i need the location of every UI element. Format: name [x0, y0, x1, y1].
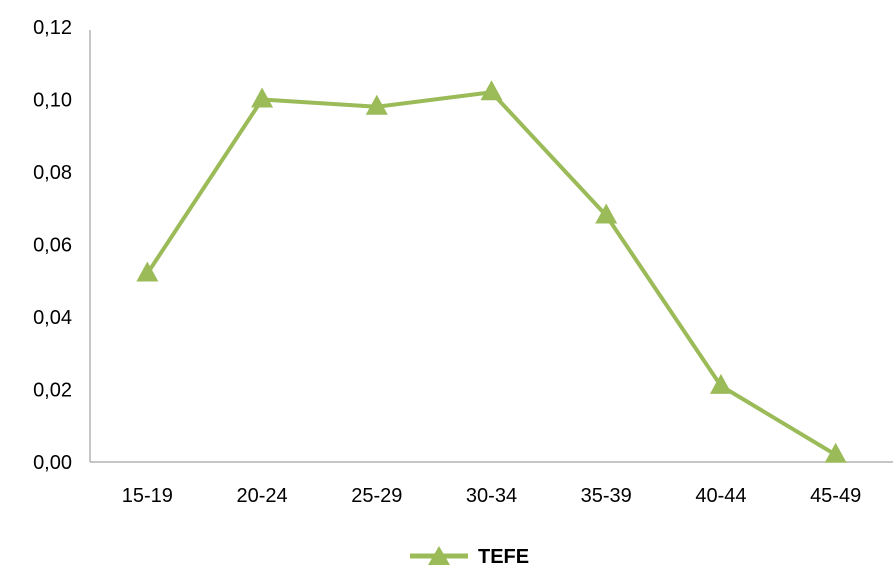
data-point-triangle: [709, 373, 732, 394]
y-tick-label: 0,08: [33, 162, 72, 184]
x-tick-label: 40-44: [695, 485, 746, 507]
y-axis-ticks: 0,00 0,02 0,04 0,06 0,08 0,10 0,12: [33, 17, 72, 474]
x-tick-label: 45-49: [810, 485, 861, 507]
legend: TEFE: [410, 546, 529, 567]
y-tick-label: 0,12: [33, 17, 72, 39]
x-tick-label: 25-29: [351, 485, 402, 507]
x-axis-ticks: 15-19 20-24 25-29 30-34 35-39 40-44 45-49: [122, 485, 861, 507]
legend-triangle-marker: [428, 546, 450, 565]
x-tick-label: 20-24: [236, 485, 287, 507]
y-tick-label: 0,00: [33, 452, 72, 474]
series-layer: [136, 80, 847, 463]
series-line-tefe: [145, 90, 837, 457]
data-point-triangle: [251, 87, 274, 108]
data-point-triangle: [480, 80, 503, 101]
y-tick-label: 0,04: [33, 307, 72, 329]
y-tick-label: 0,06: [33, 235, 72, 257]
x-tick-label: 30-34: [466, 485, 517, 507]
x-tick-label: 15-19: [122, 485, 173, 507]
x-tick-label: 35-39: [581, 485, 632, 507]
data-point-triangle: [365, 94, 388, 115]
data-point-triangle: [136, 261, 159, 282]
y-tick-label: 0,02: [33, 380, 72, 402]
data-point-triangle: [595, 203, 618, 224]
data-point-triangle: [824, 442, 847, 463]
y-tick-label: 0,10: [33, 90, 72, 112]
legend-label-tefe: TEFE: [478, 546, 529, 567]
